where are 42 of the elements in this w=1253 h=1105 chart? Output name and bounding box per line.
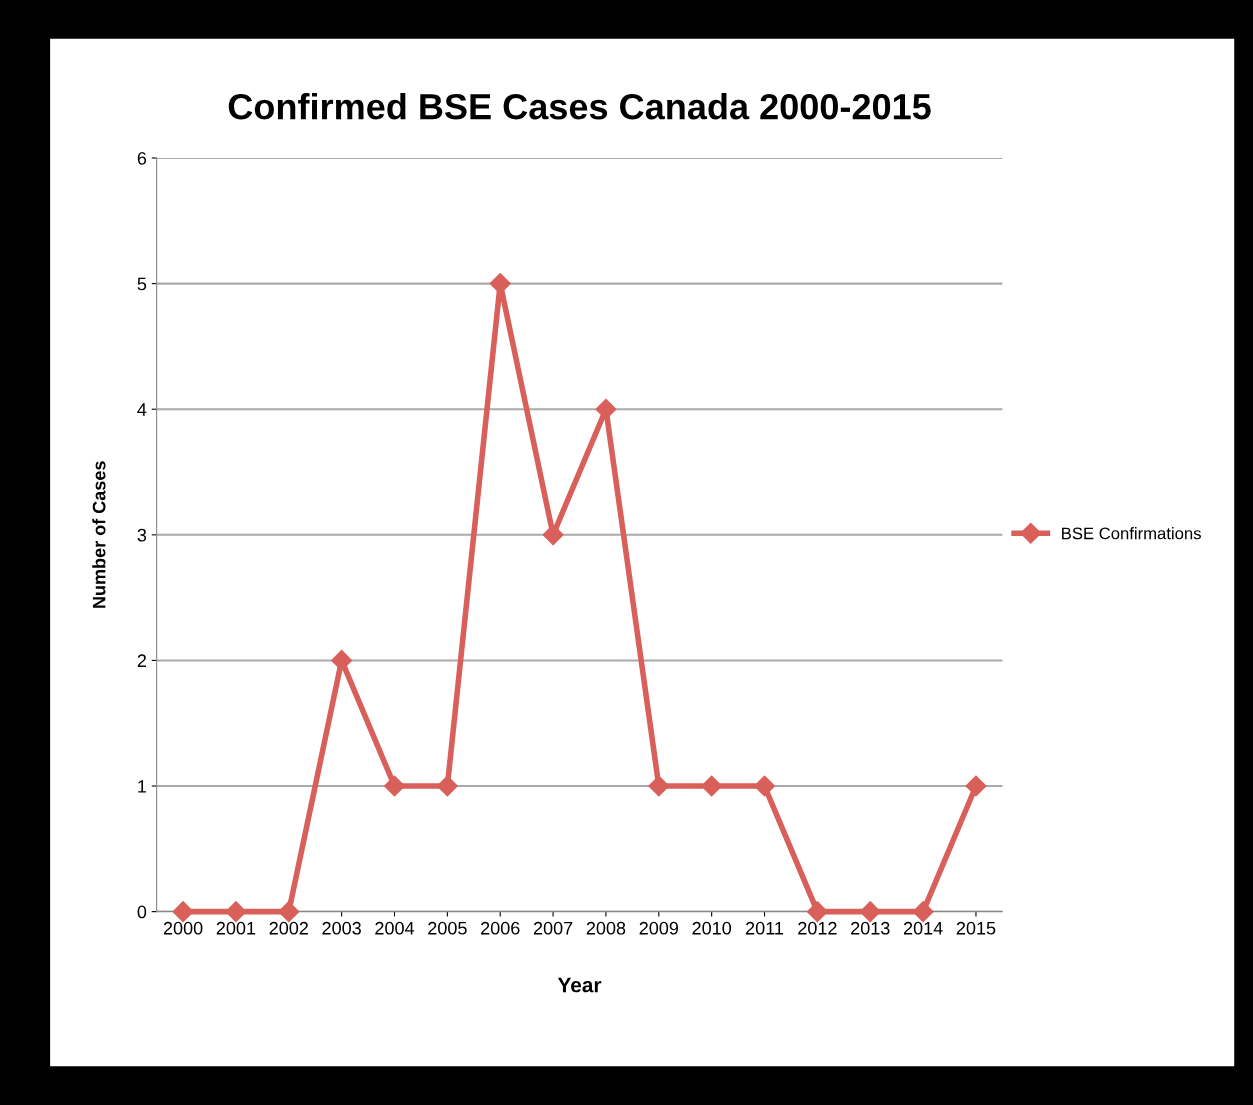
y-axis-title: Number of Cases <box>92 461 106 608</box>
point <box>912 901 934 923</box>
point <box>806 901 828 923</box>
x-tick-label: 2007 <box>533 921 573 935</box>
x-tick-label: 2009 <box>639 921 679 935</box>
y-tick-label: 3 <box>137 528 147 542</box>
point <box>754 775 776 797</box>
x-tick-label: 2008 <box>586 921 626 935</box>
chart-title: Confirmed BSE Cases Canada 2000-2015 <box>228 92 931 120</box>
point <box>965 775 987 797</box>
point <box>595 398 617 420</box>
point <box>648 775 670 797</box>
x-axis-title: Year <box>557 977 602 993</box>
y-tick-label: 0 <box>137 905 147 919</box>
x-tick-label: 2011 <box>746 921 784 935</box>
y-tick-label: 5 <box>137 277 147 291</box>
y-tick-label: 2 <box>137 654 146 667</box>
x-tick-label: 2003 <box>322 921 361 935</box>
x-tick-label: 2001 <box>216 921 256 935</box>
point <box>859 901 881 923</box>
point <box>383 775 406 797</box>
x-tick-label: 2005 <box>428 921 467 935</box>
x-tick-label: 2002 <box>269 921 308 935</box>
x-tick-label: 2013 <box>851 921 890 935</box>
point <box>701 775 723 797</box>
point <box>542 524 564 546</box>
x-tick-label: 2004 <box>375 921 415 935</box>
x-tick-label: 2006 <box>481 921 520 935</box>
y-tick-label: 1 <box>138 780 147 793</box>
y-tick-label: 4 <box>137 403 147 416</box>
x-tick-label: 2010 <box>692 921 732 935</box>
x-tick-label: 2014 <box>903 921 943 935</box>
y-tick-label: 6 <box>137 151 147 165</box>
point <box>172 901 194 923</box>
x-tick-label: 2000 <box>163 921 203 935</box>
x-tick-label: 2012 <box>798 921 837 935</box>
point <box>331 649 353 671</box>
point <box>436 775 458 797</box>
point <box>278 901 300 923</box>
legend-label: BSE Confirmations <box>1062 527 1201 540</box>
x-tick-label: 2015 <box>956 921 996 935</box>
point <box>225 901 247 923</box>
